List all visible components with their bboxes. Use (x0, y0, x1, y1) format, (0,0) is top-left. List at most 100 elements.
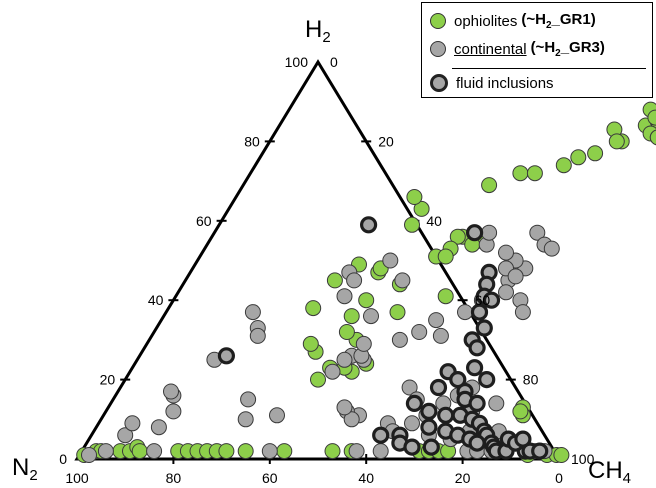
ophiolites-point (647, 109, 656, 126)
continental-point (324, 363, 341, 380)
fluid-inclusions-point (449, 371, 467, 389)
ophiolites-point (276, 443, 293, 460)
left-edge-tick-label: 60 (196, 213, 212, 229)
ophiolites-point (343, 308, 360, 325)
bottom-edge-tick-label: 0 (555, 470, 563, 486)
ophiolites-point (305, 300, 322, 317)
continental-point (391, 331, 408, 348)
fluid-inclusions-point (429, 378, 448, 397)
legend: ophiolites (~H2_GR1) continental (~H2_GR… (421, 2, 653, 98)
ophiolites-marker-icon (430, 13, 446, 29)
left-edge-tick-label: 20 (100, 372, 116, 388)
vertex-label-right: CH4 (588, 457, 631, 487)
legend-divider (452, 68, 646, 69)
continental-point (150, 419, 167, 436)
ophiolites-point (437, 248, 454, 265)
vertex-labels: H2 N2 CH4 (12, 16, 631, 487)
ophiolites-point (302, 335, 319, 352)
continental-point (146, 443, 163, 460)
vertex-label-top: H2 (305, 16, 331, 46)
ophiolites-point (326, 272, 343, 289)
bottom-edge-tick-label: 20 (455, 470, 471, 486)
right-edge-tick-label: 60 (475, 292, 491, 308)
fluid-inclusions-point (422, 438, 440, 456)
ophiolites-point (449, 228, 466, 245)
ophiolites-point (649, 129, 656, 146)
fluid-inclusions-point (478, 371, 496, 389)
continental-point (498, 284, 514, 301)
continental-point (97, 443, 114, 460)
fluid-inclusions-point (468, 394, 486, 412)
continental-point (529, 224, 546, 241)
continental-point (488, 395, 505, 412)
continental-point (249, 327, 266, 344)
continental-point (244, 304, 261, 321)
fluid-inclusions-point (468, 339, 486, 357)
fluid-inclusions-point (482, 291, 501, 309)
ophiolites-point (553, 447, 570, 463)
continental-point (336, 399, 353, 416)
continental-marker-icon (430, 41, 446, 57)
continental-point (401, 379, 418, 396)
fluid-inclusions-point (466, 359, 484, 377)
tick-labels: 0 20 40 60 80 100 0 20 40 60 80 100 100 80 60 40 20 0 (59, 54, 594, 486)
ophiolites-point (512, 403, 529, 420)
bottom-edge-tick-label: 80 (166, 470, 182, 486)
continental-point (269, 407, 285, 424)
continental-point (507, 268, 524, 285)
fluid-inclusions-point (437, 406, 455, 424)
ophiolites-point (481, 177, 498, 194)
continental-point (336, 288, 353, 305)
left-edge-tick-label: 80 (244, 133, 260, 149)
legend-note: (~H2_GR3) (530, 39, 605, 59)
ophiolites-point (218, 443, 235, 460)
ophiolites-point (608, 133, 625, 150)
ophiolites-point (310, 371, 326, 388)
continental-point (481, 224, 498, 241)
ophiolites-point (358, 292, 375, 309)
fluid-inclusions-point (466, 224, 484, 242)
left-edge-tick-label: 40 (148, 292, 164, 308)
fluid-inclusions-point (420, 418, 438, 436)
legend-item-fluid-inclusions: fluid inclusions (430, 72, 554, 94)
ophiolites-point (404, 216, 420, 233)
continental-point (428, 312, 445, 329)
left-edge-tick-label: 0 (59, 451, 67, 467)
legend-note: (~H2_GR1) (521, 11, 596, 31)
fluid-inclusions-marker-icon (430, 74, 448, 92)
fluid-inclusions-point (372, 426, 390, 444)
left-edge-tick-label: 100 (285, 54, 309, 70)
continental-point (117, 427, 134, 444)
ophiolites-point (237, 443, 254, 460)
right-edge-tick-label: 20 (378, 133, 394, 149)
legend-label: fluid inclusions (456, 74, 554, 92)
bottom-edge-tick-label: 60 (262, 470, 278, 486)
ternary-frame (74, 59, 562, 461)
continental-point (394, 272, 411, 289)
continental-point (81, 447, 97, 463)
continental-point (336, 351, 353, 368)
fluid-inclusions-point (217, 347, 235, 365)
ophiolites-point (413, 200, 430, 217)
legend-item-ophiolites: ophiolites (~H2_GR1) (430, 10, 596, 32)
continental-point (163, 383, 179, 400)
fluid-inclusions-point (420, 402, 438, 420)
data-points (76, 58, 656, 463)
bottom-edge-tick-label: 100 (65, 470, 89, 486)
continental-point (165, 403, 182, 420)
continental-point (457, 304, 473, 321)
continental-point (343, 411, 360, 428)
ophiolites-point (526, 165, 543, 182)
continental-point (355, 335, 372, 352)
ophiolites-point (570, 149, 587, 166)
continental-point (404, 415, 420, 432)
continental-point (514, 304, 531, 321)
right-edge-tick-label: 0 (330, 54, 338, 70)
legend-item-continental: continental (~H2_GR3) (430, 38, 605, 60)
ophiolites-point (338, 324, 355, 340)
ophiolites-point (406, 189, 423, 205)
ophiolites-point (437, 288, 454, 305)
fluid-inclusions-point (468, 434, 486, 452)
vertex-label-left: N2 (12, 454, 38, 484)
fluid-inclusions-point (531, 442, 549, 460)
